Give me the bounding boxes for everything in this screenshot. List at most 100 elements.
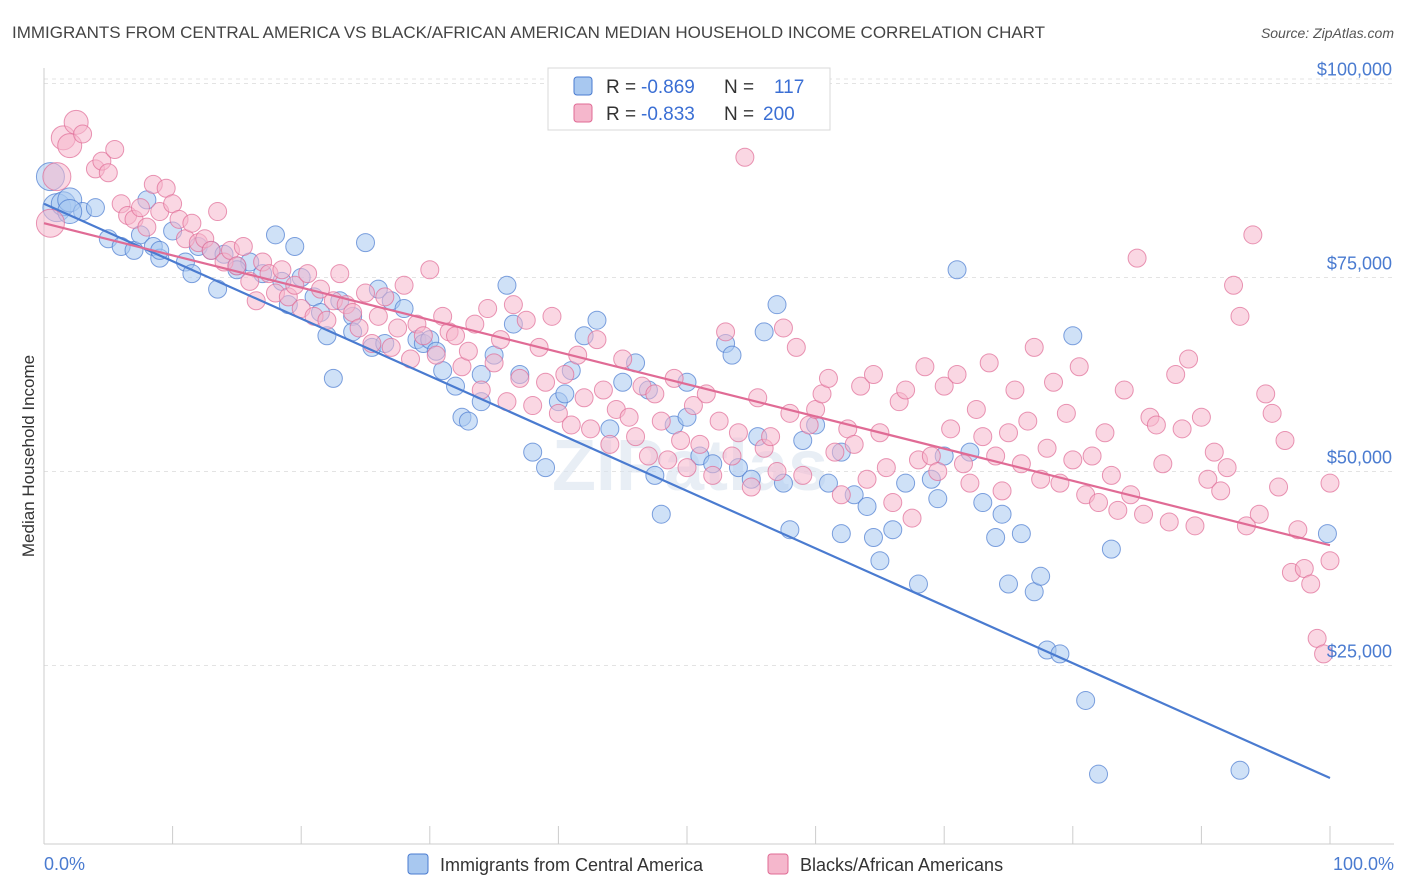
point-0-101	[1031, 566, 1051, 586]
point-1-137	[928, 462, 948, 482]
point-1-126	[857, 469, 877, 489]
point-1-122	[831, 485, 851, 505]
point-1-186	[1243, 225, 1263, 245]
legend-n-label-0: N =	[724, 77, 754, 98]
point-1-95	[658, 450, 678, 470]
point-0-105	[1076, 690, 1096, 710]
point-1-93	[645, 384, 665, 404]
point-1-175	[1172, 419, 1192, 439]
point-1-152	[1024, 337, 1044, 357]
point-0-23	[265, 225, 285, 245]
point-0-34	[356, 233, 375, 253]
point-0-84	[857, 496, 877, 516]
point-1-8	[98, 163, 118, 183]
gridlines	[44, 78, 1394, 667]
point-1-127	[863, 365, 883, 385]
point-1-158	[1063, 450, 1083, 470]
point-1-116	[793, 465, 813, 485]
point-0-97	[992, 504, 1012, 524]
point-1-105	[722, 446, 742, 466]
point-1-120	[818, 368, 838, 388]
bottom-legend: Immigrants from Central America Blacks/A…	[407, 853, 1003, 875]
point-0-93	[947, 260, 967, 280]
point-1-176	[1179, 349, 1199, 369]
legend-n-value-0: 117	[774, 77, 804, 98]
point-0-86	[870, 551, 890, 571]
point-0-76	[767, 295, 787, 315]
point-1-174	[1166, 365, 1186, 385]
point-1-0	[35, 208, 65, 238]
point-1-188	[1256, 384, 1276, 404]
point-1-157	[1056, 403, 1076, 423]
point-1-79	[555, 365, 575, 385]
legend-n-label-1: N =	[724, 104, 754, 125]
point-1-129	[876, 458, 896, 478]
y-tick-label-0: $25,000	[1327, 642, 1392, 662]
point-1-103	[709, 411, 729, 431]
legend-n-value-1: 200	[763, 104, 795, 125]
point-1-164	[1101, 465, 1121, 485]
point-1-121	[825, 442, 845, 462]
point-1-90	[626, 427, 646, 447]
point-1-189	[1262, 403, 1282, 423]
y-tick-label-1: $50,000	[1327, 448, 1392, 468]
point-1-52	[381, 337, 401, 357]
point-1-115	[786, 337, 806, 357]
point-1-142	[960, 473, 980, 493]
point-0-45	[446, 376, 466, 396]
legend-r-label-1: R =	[606, 104, 636, 125]
point-0-18	[208, 279, 228, 299]
point-1-76	[536, 372, 556, 392]
point-1-25	[208, 202, 228, 222]
point-1-99	[683, 396, 703, 416]
point-1-71	[503, 295, 523, 315]
point-1-180	[1204, 442, 1224, 462]
series-black-african-american-points	[35, 109, 1340, 664]
point-1-149	[1005, 380, 1025, 400]
point-1-144	[973, 427, 993, 447]
point-1-143	[966, 399, 986, 419]
point-1-108	[741, 477, 761, 497]
point-1-135	[915, 357, 935, 377]
point-1-89	[619, 407, 639, 427]
point-0-59	[587, 310, 607, 330]
point-1-125	[851, 376, 871, 396]
point-1-140	[947, 365, 967, 385]
point-1-169	[1134, 504, 1154, 524]
bottom-legend-label-0: Immigrants from Central America	[440, 855, 704, 875]
point-1-88	[613, 349, 633, 369]
point-1-73	[516, 310, 536, 330]
point-1-53	[388, 318, 408, 338]
point-1-155	[1044, 372, 1064, 392]
point-0-31	[323, 368, 343, 388]
point-0-91	[928, 489, 948, 509]
point-0-56	[555, 384, 575, 404]
point-1-179	[1198, 469, 1218, 489]
point-1-64	[458, 341, 478, 361]
legend-frame	[547, 67, 831, 131]
point-1-77	[542, 306, 562, 326]
point-1-59	[426, 345, 446, 365]
point-0-47	[458, 411, 478, 431]
point-1-35	[272, 260, 292, 280]
point-1-147	[992, 481, 1012, 501]
point-0-50	[497, 275, 517, 295]
point-1-162	[1089, 493, 1109, 513]
point-1-114	[780, 403, 800, 423]
point-1-197	[1314, 644, 1334, 664]
legend-r-value-1: -0.833	[641, 104, 695, 125]
point-1-124	[844, 434, 864, 454]
y-axis-label: Median Household Income	[19, 355, 38, 557]
point-1-154	[1037, 438, 1057, 458]
point-1-78	[548, 403, 568, 423]
legend-r-label-0: R =	[606, 77, 636, 98]
point-1-97	[671, 430, 691, 450]
point-0-61	[613, 372, 633, 392]
point-0-104	[1063, 326, 1083, 346]
point-1-100	[690, 434, 710, 454]
trend-lines	[43, 202, 1331, 780]
point-1-112	[767, 462, 787, 482]
point-1-57	[413, 326, 433, 346]
point-1-187	[1249, 504, 1269, 524]
